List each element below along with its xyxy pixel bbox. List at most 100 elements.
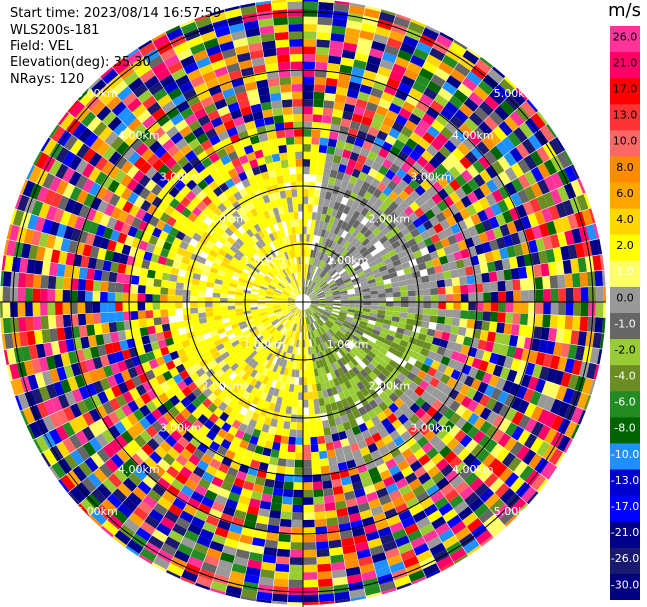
velocity-gate <box>255 0 271 6</box>
velocity-gate <box>120 187 133 201</box>
velocity-gate <box>157 458 171 472</box>
velocity-gate <box>268 138 278 148</box>
velocity-gate <box>303 31 317 40</box>
velocity-gate <box>259 431 268 441</box>
velocity-gate <box>50 249 61 264</box>
velocity-gate <box>312 314 318 321</box>
velocity-gate <box>300 249 303 257</box>
velocity-gate <box>326 207 334 216</box>
velocity-gate <box>237 197 247 208</box>
velocity-gate <box>557 185 570 202</box>
velocity-gate <box>376 130 388 141</box>
velocity-gate <box>333 226 341 235</box>
velocity-gate <box>135 208 147 221</box>
velocity-gate <box>487 68 504 84</box>
velocity-gate <box>489 89 505 105</box>
velocity-gate <box>505 291 514 302</box>
velocity-gate <box>40 288 48 302</box>
velocity-gate <box>354 313 363 318</box>
velocity-gate <box>222 208 232 218</box>
velocity-gate <box>161 100 176 114</box>
velocity-gate <box>172 260 182 269</box>
start-time-line: Start time: 2023/08/14 16:57:59 <box>10 6 221 22</box>
velocity-gate <box>314 329 319 338</box>
velocity-gate <box>220 244 230 253</box>
velocity-gate <box>206 254 216 263</box>
velocity-gate <box>340 337 348 345</box>
velocity-gate <box>504 514 518 527</box>
velocity-gate <box>430 294 439 302</box>
velocity-gate <box>335 332 343 340</box>
velocity-gate <box>460 396 473 409</box>
velocity-gate <box>310 144 320 153</box>
velocity-gate <box>526 99 539 113</box>
velocity-gate <box>480 535 494 547</box>
velocity-gate <box>462 50 480 65</box>
velocity-gate <box>340 118 352 128</box>
velocity-gate <box>215 253 225 261</box>
velocity-gate <box>320 382 327 391</box>
velocity-gate <box>209 441 221 452</box>
velocity-gate <box>102 260 112 272</box>
velocity-gate <box>404 195 415 207</box>
velocity-gate <box>110 136 124 151</box>
velocity-gate <box>132 486 147 501</box>
velocity-gate <box>416 155 429 168</box>
velocity-gate <box>395 535 410 548</box>
velocity-gate <box>289 274 294 282</box>
velocity-gate <box>275 230 282 239</box>
velocity-gate <box>133 156 147 170</box>
velocity-gate <box>265 308 274 312</box>
velocity-gate <box>76 143 90 159</box>
velocity-gate <box>128 77 144 92</box>
velocity-gate <box>375 231 385 241</box>
velocity-gate <box>577 331 587 347</box>
velocity-gate <box>248 96 261 106</box>
velocity-gate <box>265 369 273 378</box>
velocity-gate <box>473 462 488 477</box>
velocity-gate <box>381 141 393 152</box>
velocity-gate <box>495 377 507 391</box>
velocity-gate <box>92 313 102 324</box>
velocity-gate <box>376 363 385 373</box>
velocity-gate <box>452 285 461 294</box>
velocity-gate <box>369 312 378 318</box>
velocity-gate <box>297 399 303 408</box>
velocity-gate <box>357 188 367 198</box>
velocity-gate <box>406 318 415 326</box>
velocity-gate <box>369 204 379 214</box>
velocity-gate <box>288 314 294 321</box>
velocity-gate <box>330 286 339 291</box>
velocity-gate <box>307 211 313 220</box>
velocity-gate <box>170 460 184 473</box>
velocity-gate <box>409 392 420 403</box>
velocity-gate <box>430 287 439 295</box>
velocity-gate <box>10 272 19 288</box>
velocity-gate <box>331 335 339 344</box>
velocity-gate <box>375 105 389 117</box>
velocity-gate <box>399 392 410 403</box>
velocity-gate <box>209 221 219 231</box>
velocity-gate <box>81 372 93 386</box>
velocity-gate <box>304 271 307 280</box>
velocity-gate <box>148 509 164 523</box>
velocity-gate <box>261 219 270 228</box>
velocity-gate <box>361 516 375 527</box>
velocity-gate <box>285 406 292 415</box>
velocity-gate <box>284 129 294 138</box>
velocity-gate <box>286 459 295 468</box>
velocity-gate <box>275 311 283 316</box>
velocity-gate <box>485 179 499 193</box>
velocity-gate <box>569 390 582 407</box>
velocity-gate <box>455 404 467 417</box>
velocity-gate <box>210 116 224 128</box>
velocity-gate <box>0 270 5 287</box>
velocity-gate <box>407 529 423 542</box>
velocity-gate <box>396 372 407 383</box>
range-ring-label: 4.00km <box>452 129 494 142</box>
velocity-gate <box>316 289 323 295</box>
velocity-gate <box>114 434 128 449</box>
velocity-gate <box>367 167 378 178</box>
velocity-gate <box>378 302 386 307</box>
velocity-gate <box>143 343 153 354</box>
